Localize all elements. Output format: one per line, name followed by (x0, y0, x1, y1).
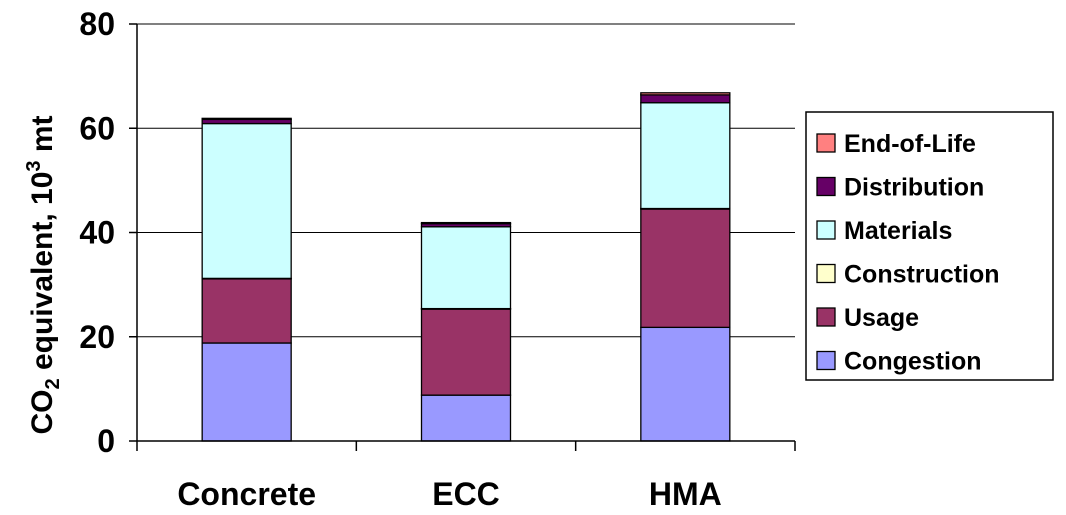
legend-label-distribution: Distribution (844, 174, 984, 202)
legend-label-materials: Materials (844, 217, 952, 245)
bar-concrete-end-of-life (201, 117, 292, 121)
bar-concrete-usage (201, 278, 292, 344)
legend: End-of-Life Distribution Materials Construc… (805, 111, 1054, 381)
bar-hma-congestion (640, 326, 731, 442)
legend-label-usage: Usage (844, 304, 919, 332)
y-tick-label-0: 0 (97, 423, 115, 459)
legend-swatch-materials (816, 220, 836, 240)
bar-hma-materials (640, 102, 731, 210)
bar-ecc-congestion (420, 394, 512, 442)
bar-hma-end-of-life (640, 92, 731, 96)
y-tick-label-20: 20 (79, 319, 115, 355)
x-category-label-concrete: Concrete (177, 476, 316, 512)
legend-swatch-distribution (816, 176, 836, 197)
x-category-label-hma: HMA (649, 476, 722, 512)
bar-ecc-materials (420, 226, 512, 310)
y-tick-label-40: 40 (79, 215, 115, 251)
x-category-label-ecc: ECC (432, 476, 500, 512)
y-tick-label-60: 60 (79, 110, 115, 146)
legend-swatch-congestion (816, 350, 836, 371)
legend-label-end-of-life: End-of-Life (844, 130, 976, 158)
bar-hma-distribution (640, 94, 731, 104)
y-axis-label: CO2 equivalent, 103 mt (23, 115, 64, 434)
legend-label-congestion: Congestion (844, 348, 982, 376)
bars (201, 92, 731, 442)
y-tick-label-80: 80 (79, 6, 115, 42)
legend-swatch-end-of-life (816, 133, 836, 153)
legend-swatch-usage (816, 307, 836, 327)
axes (129, 23, 796, 451)
x-category-labels: Concrete ECC HMA (177, 476, 721, 512)
legend-label-construction: Construction (844, 261, 1000, 289)
bar-hma-usage (640, 208, 731, 329)
y-tick-labels: 0 20 40 60 80 (79, 6, 115, 459)
bar-concrete-materials (201, 122, 292, 280)
bar-ecc-end-of-life (420, 221, 512, 225)
legend-box (805, 111, 1054, 381)
bar-concrete-congestion (201, 342, 292, 442)
legend-swatch-construction (816, 263, 836, 284)
bar-ecc-usage (420, 308, 512, 396)
